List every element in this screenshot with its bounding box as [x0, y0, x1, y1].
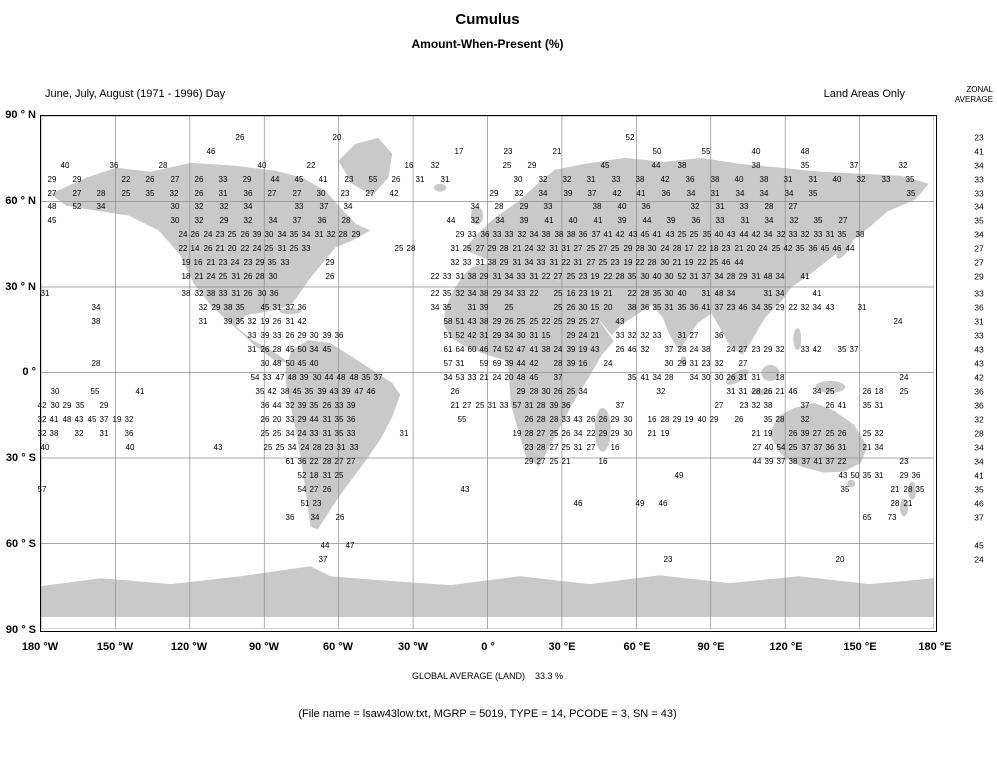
island-iceland: [434, 183, 447, 192]
island-cuba: [279, 308, 302, 315]
island-sumatra: [725, 369, 749, 385]
lat-axis-label: 60 ° N: [5, 195, 36, 207]
island-tasmania: [847, 479, 856, 488]
lon-axis-label: 30 °W: [397, 641, 429, 653]
zonal-average-value: 42: [974, 372, 984, 383]
zonal-average-header-line2: AVERAGE: [954, 95, 993, 104]
lon-axis-label: 90 °W: [248, 641, 280, 653]
island-japan: [836, 232, 854, 259]
zonal-average-value: 33: [974, 174, 984, 185]
lon-axis-label: 120 °W: [170, 641, 208, 653]
lon-axis-label: 150 °W: [96, 641, 134, 653]
zonal-average-value: 29: [974, 271, 984, 282]
zonal-average-value: 33: [974, 288, 984, 299]
zonal-average-value: 33: [974, 330, 984, 341]
zonal-average-value: 36: [974, 400, 984, 411]
zonal-average-header-line1: ZONAL: [966, 85, 993, 94]
figure-subtitle: Amount-When-Present (%): [411, 37, 564, 51]
lat-axis-label: 0 °: [22, 366, 36, 378]
zonal-average-value: 41: [974, 470, 984, 481]
lat-axis-label: 90 ° S: [5, 624, 36, 636]
island-madagascar: [594, 407, 611, 452]
zonal-average-value: 34: [974, 229, 984, 240]
continent-eurasia: [464, 157, 930, 356]
lon-axis-label: 120 °E: [769, 641, 803, 653]
map-plot: [40, 115, 937, 632]
continent-north-america: [50, 162, 371, 363]
zonal-average-value: 35: [974, 484, 984, 495]
grid-lines: [41, 116, 934, 629]
zonal-average-value: 23: [974, 132, 984, 143]
lat-axis-label: 30 ° S: [5, 452, 36, 464]
land-areas-label: Land Areas Only: [823, 88, 905, 100]
zonal-average-value: 33: [974, 188, 984, 199]
zonal-average-value: 24: [974, 554, 984, 565]
island-java: [750, 388, 773, 395]
zonal-average-value: 43: [974, 344, 984, 355]
zonal-average-value: 43: [974, 358, 984, 369]
zonal-average-value: 45: [974, 540, 984, 551]
continent-australia: [769, 402, 868, 473]
zonal-average-value: 32: [974, 414, 984, 425]
file-info-label: (File name = lsaw43low.txt, MGRP = 5019,…: [298, 708, 677, 720]
zonal-average-value: 36: [974, 302, 984, 313]
zonal-average-value: 34: [974, 201, 984, 212]
island-borneo: [761, 365, 780, 381]
zonal-average-value: 36: [974, 386, 984, 397]
lat-axis-label: 60 ° S: [5, 538, 36, 550]
island-philippines: [793, 328, 802, 351]
figure-title: Cumulus: [455, 11, 520, 28]
lat-axis-label: 90 ° N: [5, 109, 36, 121]
continent-south-america: [285, 340, 401, 530]
island-new-zealand-north: [908, 481, 917, 500]
lat-axis-label: 30 ° N: [5, 281, 36, 293]
island-new-guinea: [815, 380, 846, 393]
zonal-average-value: 31: [974, 316, 984, 327]
world-map: [41, 116, 934, 629]
lon-axis-label: 30 °E: [548, 641, 576, 653]
island-greenland: [338, 137, 393, 196]
zonal-average-value: 34: [974, 456, 984, 467]
zonal-average-header: ZONAL AVERAGE: [955, 85, 993, 105]
continent-africa: [444, 261, 614, 467]
zonal-average-value: 34: [974, 442, 984, 453]
lon-axis-label: 180 °W: [21, 641, 59, 653]
zonal-average-value: 27: [974, 257, 984, 268]
zonal-average-value: 28: [974, 428, 984, 439]
global-average-label: GLOBAL AVERAGE (LAND) 33.3 %: [411, 671, 564, 681]
zonal-average-value: 46: [974, 498, 984, 509]
zonal-average-value: 27: [974, 243, 984, 254]
lon-axis-label: 0 °: [481, 641, 495, 653]
zonal-average-value: 37: [974, 512, 984, 523]
lon-axis-label: 60 °E: [623, 641, 651, 653]
lon-axis-label: 180 °E: [918, 641, 952, 653]
island-sri-lanka: [680, 356, 687, 367]
period-label: June, July, August (1971 - 1996) Day: [45, 88, 226, 100]
island-britain: [471, 206, 484, 225]
lon-axis-label: 90 °E: [697, 641, 725, 653]
lon-axis-label: 150 °E: [843, 641, 877, 653]
zonal-average-value: 34: [974, 160, 984, 171]
island-new-zealand-south: [900, 498, 909, 517]
lon-axis-label: 60 °W: [322, 641, 354, 653]
zonal-average-value: 41: [974, 146, 984, 157]
zonal-average-value: 35: [974, 215, 984, 226]
